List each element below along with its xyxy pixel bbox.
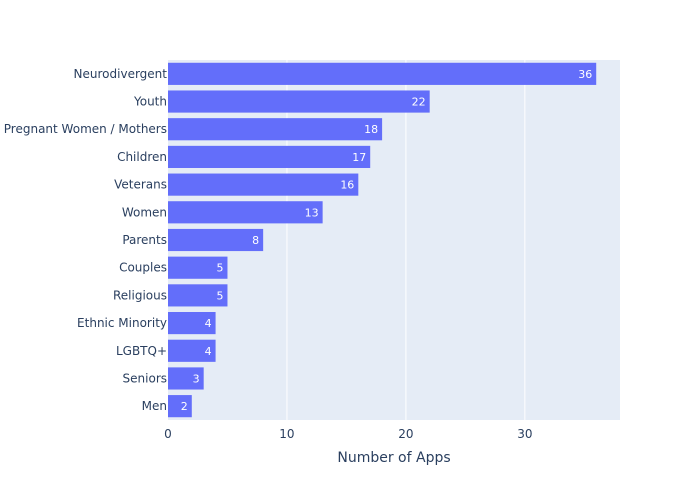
- bar-value-label: 22: [412, 96, 426, 109]
- bar-value-label: 4: [205, 317, 212, 330]
- x-axis-title: Number of Apps: [337, 450, 450, 466]
- bar: [168, 173, 359, 196]
- x-tick-label: 20: [398, 427, 413, 441]
- bars: 36 22 18 17 16 13 8 5 5 4 4 3 2: [168, 62, 597, 418]
- category-label: Religious: [113, 288, 167, 302]
- bar: [168, 228, 264, 252]
- category-label: Neurodivergent: [74, 67, 168, 81]
- bar-value-label: 16: [340, 179, 354, 192]
- bar: [168, 62, 597, 85]
- category-label: Men: [142, 399, 167, 413]
- x-tick-label: 0: [164, 427, 172, 441]
- bar-value-label: 18: [364, 123, 378, 136]
- bar: [168, 256, 228, 279]
- bar: [168, 339, 216, 362]
- bar: [168, 395, 192, 418]
- category-label: Children: [117, 150, 167, 164]
- category-label: Women: [122, 205, 167, 219]
- x-tick-label: 30: [517, 427, 532, 441]
- bar-value-label: 5: [216, 289, 223, 302]
- bar: [168, 145, 371, 168]
- category-labels: Neurodivergent Youth Pregnant Women / Moth…: [4, 67, 168, 413]
- bar: [168, 312, 216, 335]
- bar-value-label: 36: [578, 68, 592, 81]
- bar-value-label: 3: [193, 372, 200, 385]
- bar: [168, 201, 323, 224]
- bar-value-label: 8: [252, 234, 259, 247]
- category-label: LGBTQ+: [116, 344, 167, 358]
- bar-value-label: 2: [181, 400, 188, 413]
- bar: [168, 90, 430, 113]
- category-label: Parents: [122, 233, 167, 247]
- bar-value-label: 17: [352, 151, 366, 164]
- x-tick-label: 10: [279, 427, 294, 441]
- category-label: Youth: [133, 95, 167, 109]
- category-label: Pregnant Women / Mothers: [4, 122, 167, 136]
- bar-value-label: 5: [216, 262, 223, 275]
- category-label: Couples: [119, 261, 167, 275]
- bar-value-label: 4: [205, 345, 212, 358]
- bar: [168, 118, 383, 141]
- bar-value-label: 13: [305, 206, 319, 219]
- bar: [168, 284, 228, 307]
- category-label: Seniors: [123, 371, 167, 385]
- category-label: Veterans: [114, 178, 167, 192]
- bar: [168, 367, 204, 390]
- category-label: Ethnic Minority: [77, 316, 167, 330]
- x-tick-labels: 0 10 20 30: [164, 427, 532, 441]
